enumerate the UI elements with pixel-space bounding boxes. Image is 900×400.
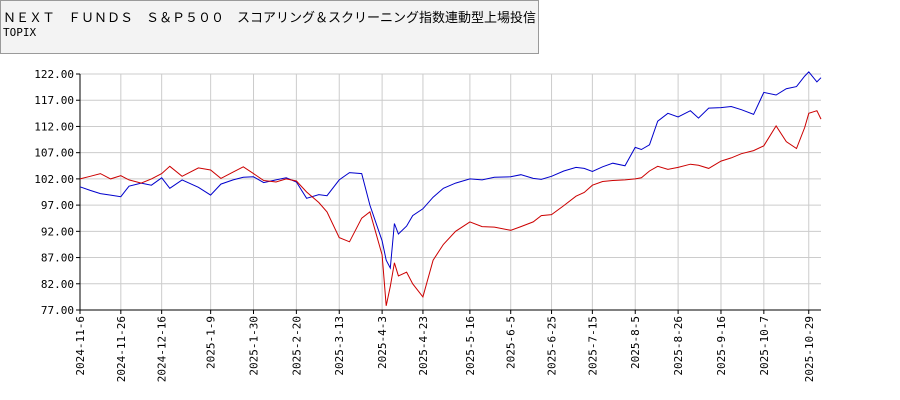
x-tick-label: 2025-3-13 [333, 316, 346, 376]
x-tick-label: 2025-4-3 [376, 316, 389, 369]
y-tick-label: 82.00 [41, 278, 74, 291]
x-tick-label: 2025-2-20 [290, 316, 303, 376]
fund-series-line [79, 71, 822, 270]
x-tick-label: 2025-9-16 [715, 316, 728, 376]
x-tick-label: 2025-8-5 [629, 316, 642, 369]
y-tick-label: 87.00 [41, 252, 74, 265]
legend-topix-label: TOPIX [3, 26, 37, 39]
x-tick-label: 2025-7-15 [586, 316, 599, 376]
y-tick-label: 92.00 [41, 225, 74, 238]
y-tick-label: 117.00 [34, 94, 74, 107]
y-tick-label: 107.00 [34, 147, 74, 160]
y-tick-label: 112.00 [34, 120, 74, 133]
x-tick-label: 2024-11-6 [74, 316, 87, 376]
x-tick-label: 2025-6-5 [505, 316, 518, 369]
chart-legend: ＮＥＸＴ ＦＵＮＤＳ Ｓ＆Ｐ５００ スコアリング＆スクリーニング指数連動型上場投… [0, 0, 539, 54]
topix-series-line [79, 110, 822, 306]
x-tick-label: 2025-1-9 [205, 316, 218, 369]
x-tick-label: 2025-8-26 [672, 316, 685, 376]
y-tick-label: 77.00 [41, 304, 74, 317]
x-tick-label: 2025-4-23 [417, 316, 430, 376]
x-tick-label: 2025-5-16 [464, 316, 477, 376]
y-tick-label: 97.00 [41, 199, 74, 212]
x-tick-label: 2025-6-25 [546, 316, 559, 376]
x-tick-label: 2025-1-30 [248, 316, 261, 376]
x-tick-label: 2025-10-7 [758, 316, 771, 376]
y-tick-label: 122.00 [34, 68, 74, 81]
legend-fund-label: ＮＥＸＴ ＦＵＮＤＳ Ｓ＆Ｐ５００ スコアリング＆スクリーニング指数連動型上場投… [3, 11, 537, 26]
x-tick-label: 2024-12-16 [156, 316, 169, 382]
x-tick-label: 2025-10-29 [803, 316, 816, 382]
y-tick-label: 102.00 [34, 173, 74, 186]
x-tick-label: 2024-11-26 [115, 316, 128, 382]
